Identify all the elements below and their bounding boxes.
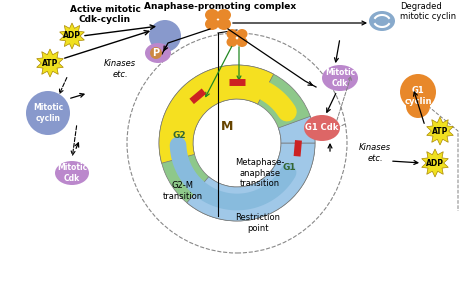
- Text: P: P: [153, 48, 160, 58]
- Ellipse shape: [322, 65, 358, 91]
- Ellipse shape: [217, 9, 231, 21]
- Wedge shape: [187, 143, 315, 221]
- Ellipse shape: [237, 29, 247, 39]
- Text: M: M: [221, 120, 233, 134]
- Text: G1
cyclin: G1 cyclin: [404, 86, 432, 106]
- Text: ADP: ADP: [426, 159, 444, 168]
- Wedge shape: [278, 116, 315, 143]
- Text: Kinases
etc.: Kinases etc.: [359, 143, 391, 163]
- Ellipse shape: [205, 9, 219, 21]
- Ellipse shape: [145, 43, 171, 63]
- Text: G2-M
transition: G2-M transition: [163, 181, 203, 201]
- Circle shape: [406, 94, 430, 118]
- Text: Mitotic
cyclin: Mitotic cyclin: [33, 103, 63, 123]
- Ellipse shape: [227, 29, 237, 39]
- Text: Anaphase-promoting complex: Anaphase-promoting complex: [144, 2, 296, 11]
- Text: Restriction
point: Restriction point: [236, 213, 281, 233]
- Text: Mitotic
Cdk: Mitotic Cdk: [57, 163, 87, 183]
- Text: G1: G1: [282, 164, 296, 173]
- Text: G2: G2: [172, 130, 186, 139]
- Ellipse shape: [55, 161, 89, 185]
- Circle shape: [400, 74, 436, 110]
- Circle shape: [149, 20, 181, 52]
- Text: ATP: ATP: [432, 127, 448, 136]
- Text: Degraded
mitotic cyclin: Degraded mitotic cyclin: [400, 2, 456, 22]
- Text: G1 Cdk: G1 Cdk: [305, 123, 339, 132]
- Wedge shape: [159, 65, 315, 221]
- Ellipse shape: [369, 11, 395, 31]
- Polygon shape: [36, 49, 64, 77]
- Ellipse shape: [205, 18, 219, 30]
- Circle shape: [26, 91, 70, 135]
- Text: Metaphase-
anaphase
transition: Metaphase- anaphase transition: [235, 158, 285, 188]
- Wedge shape: [159, 65, 273, 163]
- Polygon shape: [427, 117, 453, 145]
- Text: Kinases
etc.: Kinases etc.: [104, 59, 136, 79]
- Polygon shape: [422, 149, 448, 177]
- Ellipse shape: [227, 37, 237, 47]
- Ellipse shape: [217, 18, 231, 30]
- Polygon shape: [60, 23, 84, 49]
- Text: ATP: ATP: [42, 58, 58, 68]
- Text: ADP: ADP: [63, 31, 81, 40]
- Ellipse shape: [304, 115, 340, 141]
- Text: Active mitotic
Cdk-cyclin: Active mitotic Cdk-cyclin: [70, 5, 140, 24]
- Text: Mitotic
Cdk: Mitotic Cdk: [325, 68, 355, 88]
- Ellipse shape: [237, 37, 247, 47]
